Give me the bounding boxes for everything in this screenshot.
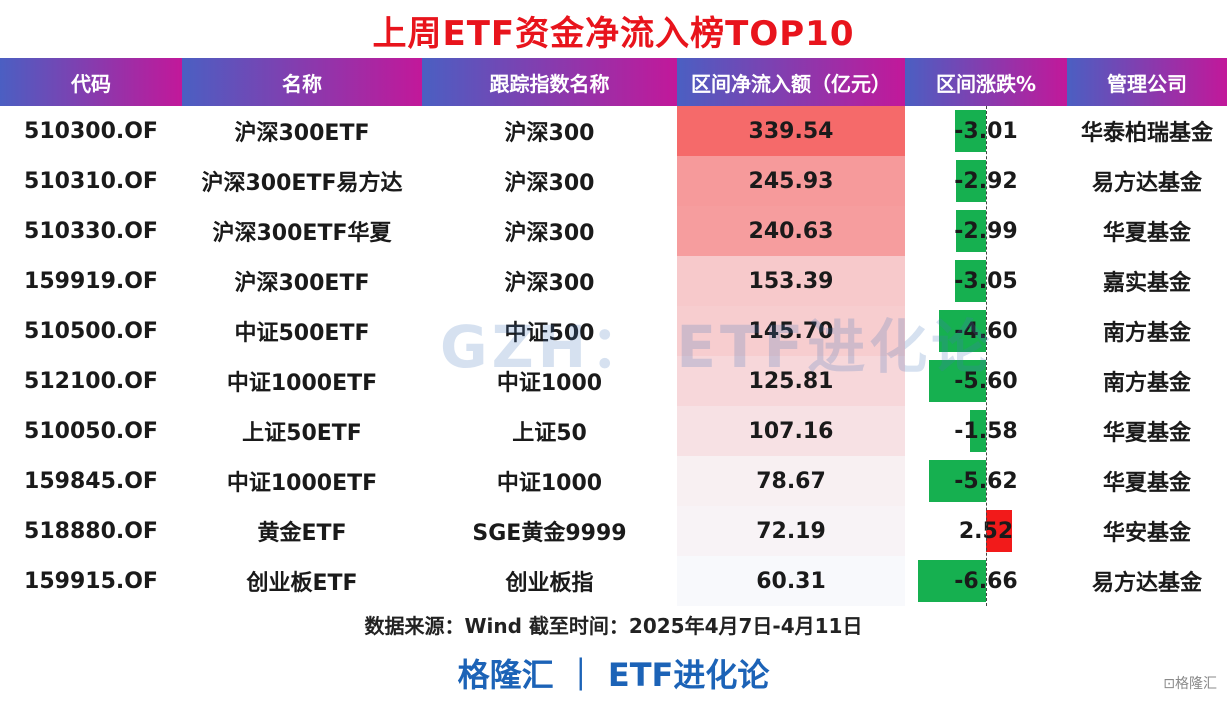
cell-index: 上证50	[512, 421, 587, 446]
change-bar	[928, 460, 986, 502]
cell-code: 510310.OF	[24, 168, 158, 194]
corner-logo: ⊡格隆汇	[1163, 676, 1217, 692]
cell-name: 沪深300ETF华夏	[212, 221, 392, 246]
cell-index: SGE黄金9999	[472, 521, 627, 546]
header-company: 管理公司	[1067, 58, 1227, 106]
cell-company: 易方达基金	[1091, 571, 1202, 596]
cell-code: 512100.OF	[24, 368, 158, 394]
cell-index: 沪深300	[504, 271, 595, 296]
cell-index: 沪深300	[504, 121, 595, 146]
table-row: 510310.OF 沪深300ETF易方达 沪深300 245.93 易方达基金 -2.9…	[0, 156, 1227, 206]
change-axis-line	[986, 106, 987, 606]
cell-company: 华夏基金	[1102, 471, 1191, 496]
header-index: 跟踪指数名称	[422, 58, 677, 106]
change-bar	[955, 210, 986, 252]
table-row: 510500.OF 中证500ETF 中证500 145.70 南方基金 -4.60	[0, 306, 1227, 356]
cell-name: 沪深300ETF易方达	[201, 171, 403, 196]
cell-change: -6.66	[954, 568, 1018, 594]
data-source: 数据来源：Wind 截至时间：2025年4月7日-4月11日	[364, 614, 863, 638]
cell-change: -4.60	[954, 318, 1018, 344]
header-inflow: 区间净流入额（亿元）	[677, 58, 905, 106]
cell-inflow: 107.16	[677, 406, 905, 456]
chart-title: 上周ETF资金净流入榜TOP10	[372, 14, 855, 54]
cell-company: 易方达基金	[1091, 171, 1202, 196]
cell-code: 510050.OF	[24, 418, 158, 444]
cell-name: 黄金ETF	[257, 521, 347, 546]
cell-code: 510500.OF	[24, 318, 158, 344]
cell-index: 中证1000	[496, 471, 603, 496]
brand-footer: 格隆汇 ｜ ETF进化论	[457, 656, 770, 694]
cell-code: 159845.OF	[24, 468, 158, 494]
table-row: 159915.OF 创业板ETF 创业板指 60.31 易方达基金 -6.66	[0, 556, 1227, 606]
cell-change: -3.01	[954, 118, 1018, 144]
table-row: 159919.OF 沪深300ETF 沪深300 153.39 嘉实基金 -3.05	[0, 256, 1227, 306]
change-bar	[986, 510, 1012, 552]
cell-code: 510300.OF	[24, 118, 158, 144]
cell-name: 上证50ETF	[242, 421, 362, 446]
cell-code: 159915.OF	[24, 568, 158, 594]
table-row: 510050.OF 上证50ETF 上证50 107.16 华夏基金 -1.58	[0, 406, 1227, 456]
change-bar	[955, 110, 986, 152]
cell-change: -2.92	[954, 168, 1018, 194]
table-row: 510300.OF 沪深300ETF 沪深300 339.54 华泰柏瑞基金 -3.01	[0, 106, 1227, 156]
cell-index: 沪深300	[504, 171, 595, 196]
cell-code: 510330.OF	[24, 218, 158, 244]
cell-inflow: 125.81	[677, 356, 905, 406]
header-change: 区间涨跌%	[905, 58, 1067, 106]
cell-index: 中证500	[504, 321, 595, 346]
change-bar	[954, 260, 986, 302]
cell-name: 中证1000ETF	[226, 471, 378, 496]
cell-index: 中证1000	[496, 371, 603, 396]
header-code: 代码	[0, 58, 182, 106]
cell-change: -2.99	[954, 218, 1018, 244]
cell-index: 沪深300	[504, 221, 595, 246]
cell-name: 沪深300ETF	[234, 121, 370, 146]
cell-name: 沪深300ETF	[234, 271, 370, 296]
cell-code: 159919.OF	[24, 268, 158, 294]
cell-change: -5.60	[954, 368, 1018, 394]
change-bar	[918, 560, 986, 602]
cell-company: 南方基金	[1102, 371, 1191, 396]
cell-inflow: 240.63	[677, 206, 905, 256]
table-row: 512100.OF 中证1000ETF 中证1000 125.81 南方基金 -5.60	[0, 356, 1227, 406]
change-bar	[939, 310, 986, 352]
cell-inflow: 72.19	[677, 506, 905, 556]
cell-company: 华泰柏瑞基金	[1080, 121, 1213, 146]
cell-inflow: 145.70	[677, 306, 905, 356]
cell-company: 南方基金	[1102, 321, 1191, 346]
cell-code: 518880.OF	[24, 518, 158, 544]
cell-index: 创业板指	[505, 571, 594, 596]
cell-change: -3.05	[954, 268, 1018, 294]
cell-inflow: 245.93	[677, 156, 905, 206]
change-bar	[956, 160, 986, 202]
cell-inflow: 60.31	[677, 556, 905, 606]
cell-name: 创业板ETF	[246, 571, 358, 596]
cell-company: 华安基金	[1102, 521, 1191, 546]
table-row: 510330.OF 沪深300ETF华夏 沪深300 240.63 华夏基金 -2.99	[0, 206, 1227, 256]
change-bar	[969, 410, 986, 452]
cell-inflow: 78.67	[677, 456, 905, 506]
table-row: 159845.OF 中证1000ETF 中证1000 78.67 华夏基金 -5.62	[0, 456, 1227, 506]
change-bar	[928, 360, 986, 402]
cell-change: -5.62	[954, 468, 1018, 494]
cell-name: 中证1000ETF	[226, 371, 378, 396]
cell-inflow: 153.39	[677, 256, 905, 306]
cell-change: -1.58	[954, 418, 1018, 444]
header-name: 名称	[182, 58, 422, 106]
cell-inflow: 339.54	[677, 106, 905, 156]
cell-company: 嘉实基金	[1102, 271, 1191, 296]
cell-name: 中证500ETF	[234, 321, 370, 346]
cell-company: 华夏基金	[1102, 421, 1191, 446]
table-row: 518880.OF 黄金ETF SGE黄金9999 72.19 华安基金 2.52	[0, 506, 1227, 556]
cell-company: 华夏基金	[1102, 221, 1191, 246]
